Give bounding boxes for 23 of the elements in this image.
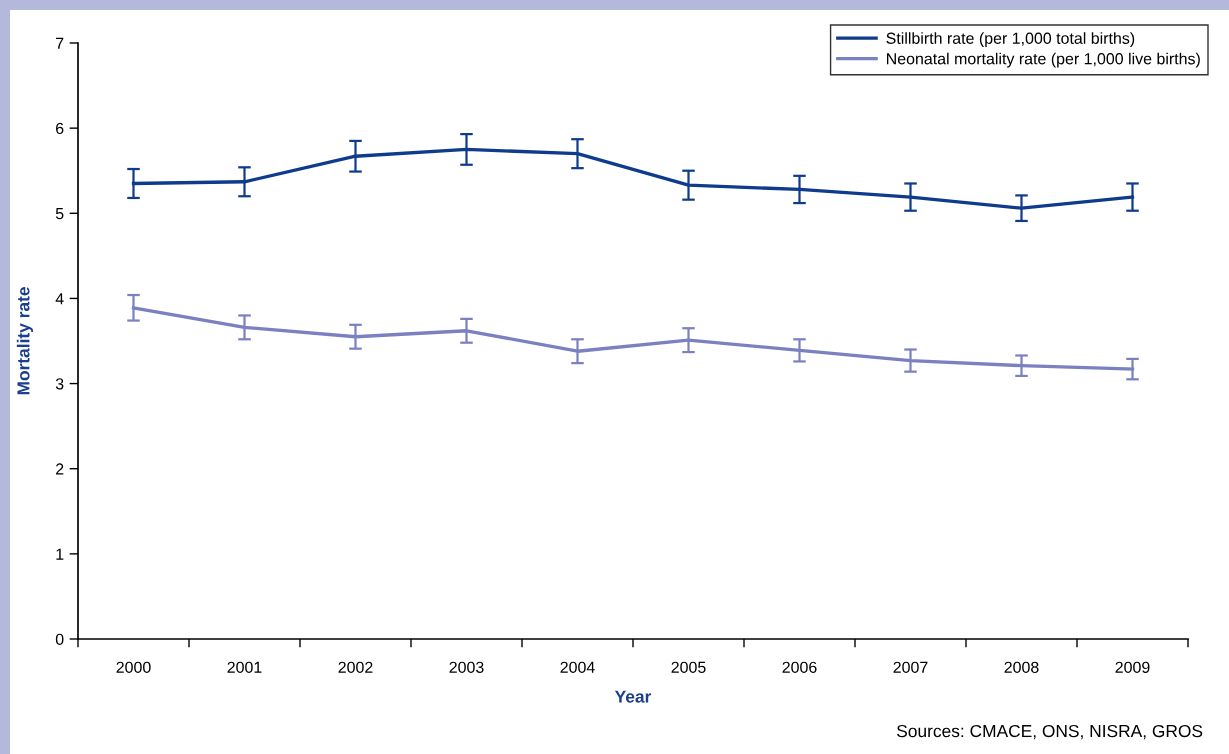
y-tick-label: 2 bbox=[56, 463, 64, 475]
x-tick-label: 2005 bbox=[671, 661, 706, 673]
legend-label: Neonatal mortality rate (per 1,000 live births) bbox=[887, 52, 1200, 68]
y-tick-label: 3 bbox=[55, 378, 64, 390]
y-tick-label: 7 bbox=[56, 37, 64, 49]
y-tick-label: 6 bbox=[56, 122, 64, 135]
y-tick-label: 0 bbox=[55, 633, 64, 645]
x-tick-label: 2009 bbox=[1115, 661, 1150, 673]
x-tick-label: 2003 bbox=[449, 661, 484, 673]
x-tick-label: 2006 bbox=[782, 661, 817, 673]
x-tick-label: 2000 bbox=[116, 661, 151, 673]
x-tick-label: 2001 bbox=[227, 661, 262, 673]
x-tick-label: 2002 bbox=[338, 661, 373, 673]
y-tick-label: 5 bbox=[55, 208, 64, 220]
y-axis-title: Mortality rate bbox=[16, 287, 34, 395]
source-note: Sources: CMACE, ONS, NISRA, GROS bbox=[897, 724, 1203, 740]
x-axis-title: Year bbox=[614, 690, 652, 703]
x-tick-label: 2004 bbox=[560, 661, 595, 673]
legend-label: Stillbirth rate (per 1,000 total births) bbox=[886, 32, 1135, 48]
y-tick-label: 4 bbox=[55, 293, 64, 305]
x-tick-label: 2007 bbox=[893, 661, 928, 673]
y-tick-label: 1 bbox=[56, 548, 64, 560]
x-tick-label: 2008 bbox=[1004, 661, 1039, 673]
